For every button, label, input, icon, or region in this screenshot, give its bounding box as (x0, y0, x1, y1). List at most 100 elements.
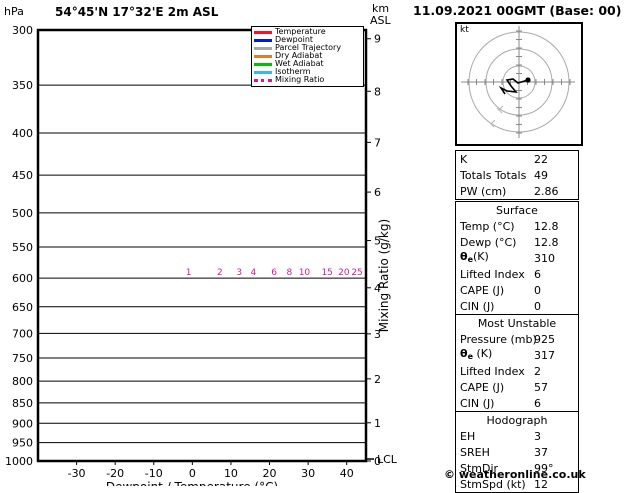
legend-item-mixing-ratio: Mixing Ratio (254, 76, 361, 84)
row-label: Lifted Index (460, 267, 525, 281)
row-label: PW (cm) (460, 184, 507, 198)
stability-indices-table: K 22 Totals Totals 49 PW (cm) 2.86 (455, 150, 579, 200)
pressure-tick-label: 900 (12, 417, 33, 430)
legend-item-dewpoint: Dewpoint (254, 36, 361, 44)
height-axis-unit: km (372, 2, 390, 15)
temperature-tick-label: 30 (301, 467, 315, 480)
table-row: StmDir 99° (456, 460, 578, 476)
row-label: CAPE (J) (460, 283, 505, 297)
pressure-tick-label: 1000 (5, 455, 33, 468)
row-value: 6 (534, 267, 541, 281)
pressure-tick-label: 450 (12, 169, 33, 182)
row-value: 12 (534, 477, 548, 491)
pressure-tick-label: 500 (12, 207, 33, 220)
legend-swatch (254, 78, 272, 82)
row-value: 22 (534, 152, 548, 166)
hodograph-plot: kt (455, 22, 583, 146)
table-row: Pressure (mb) 925 (456, 331, 578, 347)
legend-label: Dry Adiabat (275, 51, 323, 60)
legend-item-wet-adiabat: Wet Adiabat (254, 60, 361, 68)
row-value: 0 (534, 299, 541, 313)
mixing-ratio-label: 4 (251, 268, 257, 278)
legend-label: Temperature (275, 27, 326, 36)
row-value: 3 (534, 429, 541, 443)
station-title: 54°45'N 17°32'E 2m ASL (55, 5, 219, 19)
table-row: CIN (J) 0 (456, 298, 578, 314)
table-row: CAPE (J) 57 (456, 379, 578, 395)
plot-border (36, 28, 368, 463)
height-tick-label: 4 (374, 282, 381, 295)
table-heading: Most Unstable (477, 316, 557, 330)
mixing-ratio-label: 25 (351, 268, 362, 278)
table-row: θe (K) 317 (456, 347, 578, 363)
date-header: 11.09.2021 00GMT (Base: 00) (413, 3, 622, 18)
legend-label: Isotherm (275, 67, 311, 76)
legend-item-isotherm: Isotherm (254, 68, 361, 76)
row-value: 317 (534, 348, 555, 362)
height-tick-label: 3 (374, 328, 381, 341)
pressure-tick-label: 350 (12, 79, 33, 92)
table-row: Lifted Index 6 (456, 266, 578, 282)
row-label: Temp (°C) (460, 219, 515, 233)
hodograph-table: Hodograph EH 3 SREH 37 StmDir 99° StmSpd (kt) 12 (455, 411, 579, 493)
skewt-canvas: 1 2 3 4 6 8 10 15 20 2530035040045050055060065070… (0, 24, 398, 486)
height-tick-label: 8 (374, 85, 381, 98)
table-row: StmSpd (kt) 12 (456, 476, 578, 492)
pressure-tick-label: 750 (12, 352, 33, 365)
pressure-tick-label: 600 (12, 272, 33, 285)
temperature-tick-label: 0 (189, 467, 196, 480)
height-tick-label: 2 (374, 373, 381, 386)
row-label: CIN (J) (460, 396, 495, 410)
legend-item-parcel-trajectory: Parcel Trajectory (254, 44, 361, 52)
copyright-notice: © weatheronline.co.uk (444, 468, 586, 481)
table-row: CIN (J) 6 (456, 395, 578, 411)
height-tick-label: 6 (374, 186, 381, 199)
right-panel: 11.09.2021 00GMT (Base: 00) kt K 22 Totals… (410, 0, 629, 493)
skewt-diagram: 1 2 3 4 6 8 10 15 20 25 300 350 400 450 500 550 600 650 70… (0, 2, 398, 486)
table-row: SREH 37 (456, 444, 578, 460)
temperature-tick-label: -20 (106, 467, 124, 480)
pressure-tick-label: 850 (12, 397, 33, 410)
mixing-ratio-label: 15 (321, 268, 332, 278)
row-label: Lifted Index (460, 364, 525, 378)
pressure-tick-label: 950 (12, 437, 33, 450)
mixing-ratio-label: 2 (217, 268, 223, 278)
temperature-tick-label: 20 (263, 467, 277, 480)
hodograph-start-point (525, 77, 531, 83)
table-row: CAPE (J) 0 (456, 282, 578, 298)
hodograph-trace (498, 78, 529, 95)
height-tick-label: 1 (374, 417, 381, 430)
mixing-ratio-label: 8 (287, 268, 293, 278)
isotherm-line (0, 30, 9, 461)
table-row: Dewp (°C) 12.8 (456, 234, 578, 250)
height-tick-label: 0 (374, 455, 381, 468)
row-label: CIN (J) (460, 299, 495, 313)
table-heading: Surface (496, 203, 538, 217)
legend-label: Parcel Trajectory (275, 43, 342, 52)
mixing-ratio-axis-title: Mixing Ratio (g/kg) (377, 219, 391, 332)
row-label: Pressure (mb) (460, 332, 537, 346)
temperature-tick-label: -10 (145, 467, 163, 480)
mixing-ratio-label: 6 (271, 268, 277, 278)
table-row: Totals Totals 49 (456, 167, 578, 183)
chart-legend: Temperature Dewpoint Parcel Trajectory Dry … (251, 26, 364, 87)
pressure-tick-label: 650 (12, 301, 33, 314)
temperature-tick-label: 40 (340, 467, 354, 480)
row-label: SREH (460, 445, 490, 459)
lcl-label: LCL (377, 453, 398, 466)
pressure-tick-label: 700 (12, 327, 33, 340)
legend-label: Mixing Ratio (275, 75, 325, 84)
row-value: 2 (534, 364, 541, 378)
temperature-tick-label: -30 (68, 467, 86, 480)
legend-swatch (254, 54, 272, 58)
row-value: 37 (534, 445, 548, 459)
row-label: StmDir (460, 461, 499, 475)
row-label: θe(K) (460, 250, 489, 264)
row-value: 57 (534, 380, 548, 394)
table-row: θe(K) 310 (456, 250, 578, 266)
row-value: 6 (534, 396, 541, 410)
legend-item-temperature: Temperature (254, 28, 361, 36)
pressure-axis-label: hPa (4, 5, 24, 18)
row-label: Dewp (°C) (460, 235, 517, 249)
